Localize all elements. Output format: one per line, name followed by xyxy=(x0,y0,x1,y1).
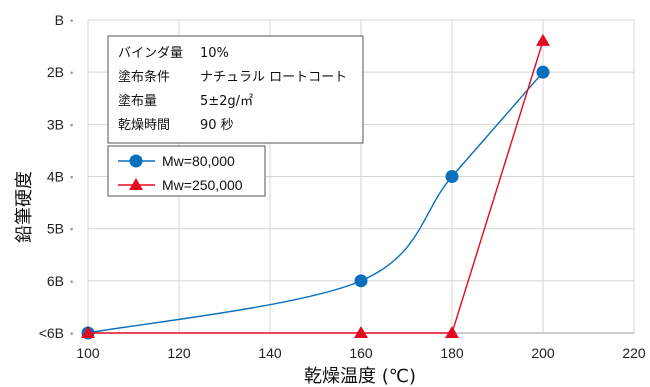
y-tick-dot: • xyxy=(69,17,74,27)
x-tick-label: 160 xyxy=(349,345,373,361)
y-tick-label: 4B xyxy=(47,169,64,185)
info-value: 90 秒 xyxy=(200,118,234,133)
y-tick-label: 6B xyxy=(47,273,64,289)
info-value: 5±2g/㎡ xyxy=(200,94,253,109)
x-tick-label: 140 xyxy=(258,345,282,361)
x-tick-label: 200 xyxy=(531,345,555,361)
y-tick-label: 2B xyxy=(47,64,64,80)
legend-label-1: Mw=80,000 xyxy=(162,153,235,169)
data-point-series-1 xyxy=(355,274,368,287)
x-axis-ticks: 100 120 140 160 180 200 220 xyxy=(76,345,646,361)
y-tick-dot: • xyxy=(69,174,74,184)
y-tick-label: 3B xyxy=(47,116,64,132)
y-tick-label: B xyxy=(55,12,64,28)
y-tick-label: 5B xyxy=(47,221,64,237)
y-tick-label: <6B xyxy=(39,325,64,341)
info-value: ナチュラル ロートコート xyxy=(200,70,347,85)
data-point-series-1 xyxy=(446,170,459,183)
info-value: 10% xyxy=(200,46,229,61)
data-point-series-2 xyxy=(536,34,550,46)
y-axis-title: 鉛筆硬度 xyxy=(14,171,35,243)
x-tick-label: 100 xyxy=(76,345,100,361)
data-point-series-1 xyxy=(537,66,550,79)
x-tick-label: 120 xyxy=(167,345,191,361)
data-point-series-2 xyxy=(354,326,368,338)
y-tick-dot: • xyxy=(69,330,74,340)
x-axis-title: 乾燥温度 (℃) xyxy=(304,366,416,387)
x-tick-label: 180 xyxy=(440,345,464,361)
y-tick-dot: • xyxy=(69,69,74,79)
legend-marker-1 xyxy=(130,155,143,168)
y-tick-dot: • xyxy=(69,226,74,236)
legend-label-2: Mw=250,000 xyxy=(162,177,243,193)
y-axis-ticks: <6B • 6B • 5B • 4B • 3B • 2B • B • xyxy=(39,12,75,341)
data-point-series-2 xyxy=(445,326,459,338)
info-label: バインダ量 xyxy=(118,46,183,61)
info-label: 乾燥時間 xyxy=(118,118,170,133)
info-label: 塗布条件 xyxy=(118,69,170,85)
x-tick-label: 220 xyxy=(622,345,646,361)
info-label: 塗布量 xyxy=(118,93,157,109)
y-tick-dot: • xyxy=(69,278,74,288)
y-tick-dot: • xyxy=(69,121,74,131)
